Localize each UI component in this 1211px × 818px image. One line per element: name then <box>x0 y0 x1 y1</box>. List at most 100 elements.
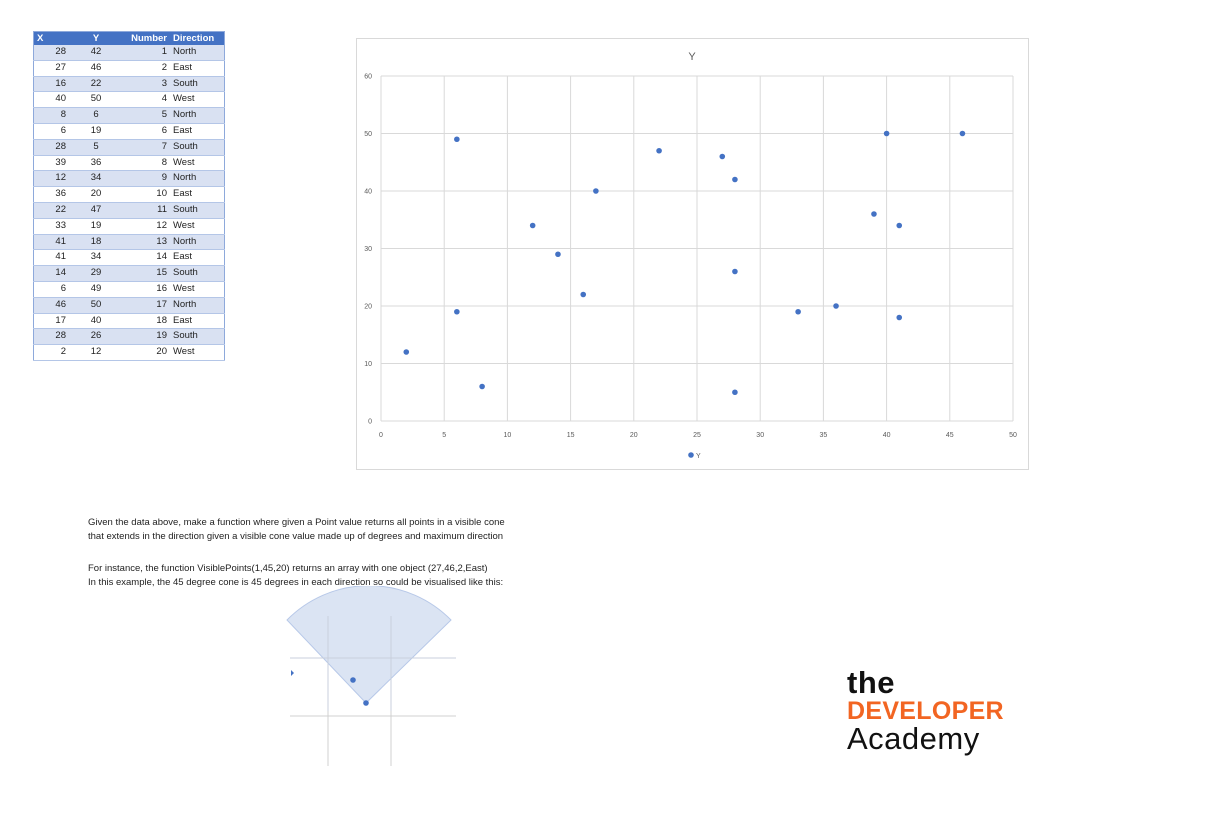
cell-direction[interactable]: East <box>170 249 225 267</box>
cell-number[interactable]: 13 <box>118 234 170 251</box>
table-row: 36 20 10 East <box>33 186 225 203</box>
cell-direction[interactable]: South <box>170 139 225 156</box>
table-row: 6 19 6 East <box>33 123 225 140</box>
cell-direction[interactable]: East <box>170 313 225 330</box>
cell-number[interactable]: 9 <box>118 170 170 188</box>
cell-x[interactable]: 28 <box>33 328 74 346</box>
cell-y[interactable]: 34 <box>74 170 118 188</box>
cell-y[interactable]: 34 <box>74 249 118 267</box>
cell-direction[interactable]: East <box>170 123 225 140</box>
header-x[interactable]: X <box>33 31 74 45</box>
cell-y[interactable]: 29 <box>74 265 118 282</box>
cell-number[interactable]: 4 <box>118 91 170 109</box>
table-header-row: X Y Number Direction <box>33 31 225 45</box>
scatter-point <box>732 176 738 183</box>
cell-x[interactable]: 16 <box>33 76 74 93</box>
table-row: 41 18 13 North <box>33 234 225 251</box>
cell-number[interactable]: 18 <box>118 313 170 330</box>
table-row: 2 12 20 West <box>33 344 225 361</box>
cell-direction[interactable]: West <box>170 344 225 361</box>
cell-x[interactable]: 22 <box>33 202 74 219</box>
cell-x[interactable]: 14 <box>33 265 74 282</box>
cell-x[interactable]: 6 <box>33 281 74 298</box>
cell-number[interactable]: 1 <box>118 45 170 61</box>
cell-y[interactable]: 19 <box>74 218 118 235</box>
cell-direction[interactable]: South <box>170 265 225 282</box>
cell-y[interactable]: 6 <box>74 107 118 124</box>
cell-x[interactable]: 36 <box>33 186 74 203</box>
cell-x[interactable]: 33 <box>33 218 74 235</box>
cell-direction[interactable]: East <box>170 186 225 203</box>
table-row: 40 50 4 West <box>33 91 225 109</box>
scatter-chart[interactable]: 0 5 10 15 20 25 30 35 40 45 50 0 10 20 30 40 50 60 Y Y <box>356 38 1029 470</box>
cell-x[interactable]: 28 <box>33 139 74 156</box>
cell-direction[interactable]: West <box>170 281 225 298</box>
cell-x[interactable]: 41 <box>33 234 74 251</box>
cell-x[interactable]: 41 <box>33 249 74 267</box>
cell-direction[interactable]: South <box>170 76 225 93</box>
x-tick-label: 40 <box>883 432 891 439</box>
cell-number[interactable]: 2 <box>118 60 170 77</box>
cell-number[interactable]: 10 <box>118 186 170 203</box>
cell-x[interactable]: 39 <box>33 155 74 172</box>
cell-direction[interactable]: East <box>170 60 225 77</box>
cell-number[interactable]: 5 <box>118 107 170 124</box>
cell-direction[interactable]: West <box>170 218 225 235</box>
cell-y[interactable]: 5 <box>74 139 118 156</box>
description-line-3: For instance, the function VisiblePoints… <box>88 563 488 574</box>
cell-number[interactable]: 12 <box>118 218 170 235</box>
cell-number[interactable]: 11 <box>118 202 170 219</box>
cell-direction[interactable]: North <box>170 45 225 61</box>
cell-y[interactable]: 22 <box>74 76 118 93</box>
scatter-point <box>833 303 839 309</box>
cell-x[interactable]: 6 <box>33 123 74 140</box>
cell-number[interactable]: 15 <box>118 265 170 282</box>
cell-y[interactable]: 50 <box>74 297 118 314</box>
cell-direction[interactable]: South <box>170 202 225 219</box>
cell-y[interactable]: 47 <box>74 202 118 219</box>
cell-direction[interactable]: North <box>170 297 225 314</box>
cell-number[interactable]: 8 <box>118 155 170 172</box>
cell-x[interactable]: 8 <box>33 107 74 124</box>
cell-direction[interactable]: West <box>170 91 225 109</box>
cell-y[interactable]: 36 <box>74 155 118 172</box>
cell-number[interactable]: 14 <box>118 249 170 267</box>
header-direction[interactable]: Direction <box>170 31 225 45</box>
cell-x[interactable]: 28 <box>33 45 74 61</box>
cell-x[interactable]: 27 <box>33 60 74 77</box>
cell-direction[interactable]: North <box>170 107 225 124</box>
cell-number[interactable]: 19 <box>118 328 170 346</box>
cell-y[interactable]: 49 <box>74 281 118 298</box>
cell-y[interactable]: 26 <box>74 328 118 346</box>
cell-x[interactable]: 17 <box>33 313 74 330</box>
cell-number[interactable]: 20 <box>118 344 170 361</box>
cell-y[interactable]: 42 <box>74 45 118 61</box>
cell-y[interactable]: 19 <box>74 123 118 140</box>
cell-y[interactable]: 50 <box>74 91 118 109</box>
cell-number[interactable]: 6 <box>118 123 170 140</box>
cell-number[interactable]: 16 <box>118 281 170 298</box>
cell-direction[interactable]: North <box>170 234 225 251</box>
table-row: 41 34 14 East <box>33 249 225 267</box>
header-y[interactable]: Y <box>74 31 118 45</box>
header-number[interactable]: Number <box>118 31 170 45</box>
cell-y[interactable]: 18 <box>74 234 118 251</box>
cell-number[interactable]: 3 <box>118 76 170 93</box>
cell-y[interactable]: 46 <box>74 60 118 77</box>
logo-the: the <box>847 665 895 700</box>
cell-x[interactable]: 40 <box>33 91 74 109</box>
cell-direction[interactable]: North <box>170 170 225 188</box>
cell-x[interactable]: 2 <box>33 344 74 361</box>
scatter-point <box>896 222 903 229</box>
cell-y[interactable]: 40 <box>74 313 118 330</box>
cell-number[interactable]: 17 <box>118 297 170 314</box>
cell-y[interactable]: 12 <box>74 344 118 361</box>
cell-x[interactable]: 12 <box>33 170 74 188</box>
cell-direction[interactable]: South <box>170 328 225 346</box>
cell-x[interactable]: 46 <box>33 297 74 314</box>
cell-y[interactable]: 20 <box>74 186 118 203</box>
cell-number[interactable]: 7 <box>118 139 170 156</box>
table-row: 28 5 7 South <box>33 139 225 156</box>
cell-direction[interactable]: West <box>170 155 225 172</box>
legend-label: Y <box>696 453 701 460</box>
